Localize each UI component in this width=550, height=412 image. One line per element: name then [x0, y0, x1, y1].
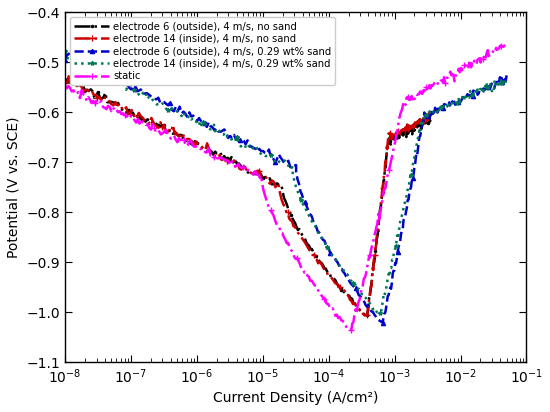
static	[76, 96, 83, 101]
electrode 14 (inside), 4 m/s, no sand	[361, 313, 368, 318]
static	[348, 327, 355, 332]
electrode 14 (inside), 4 m/s, no sand	[130, 111, 137, 116]
electrode 6 (outside), 4 m/s, no sand	[62, 77, 68, 82]
electrode 14 (inside), 4 m/s, no sand	[80, 88, 86, 93]
electrode 6 (outside), 4 m/s, no sand	[131, 113, 138, 118]
electrode 6 (outside), 4 m/s, no sand	[411, 126, 417, 131]
electrode 14 (inside), 4 m/s, no sand	[411, 122, 417, 127]
electrode 14 (inside), 4 m/s, 0.29 wt% sand	[112, 79, 118, 84]
static	[123, 113, 129, 118]
electrode 14 (inside), 4 m/s, 0.29 wt% sand	[400, 207, 406, 212]
electrode 6 (outside), 4 m/s, 0.29 wt% sand	[403, 209, 409, 214]
electrode 6 (outside), 4 m/s, no sand	[69, 77, 76, 82]
static	[503, 39, 510, 44]
electrode 6 (outside), 4 m/s, no sand	[80, 84, 87, 89]
electrode 6 (outside), 4 m/s, 0.29 wt% sand	[81, 62, 88, 67]
Line: electrode 6 (outside), 4 m/s, no sand: electrode 6 (outside), 4 m/s, no sand	[63, 77, 433, 317]
electrode 14 (inside), 4 m/s, 0.29 wt% sand	[469, 92, 476, 97]
electrode 6 (outside), 4 m/s, no sand	[427, 119, 434, 124]
electrode 14 (inside), 4 m/s, no sand	[65, 74, 72, 79]
static	[492, 49, 498, 54]
electrode 14 (inside), 4 m/s, 0.29 wt% sand	[503, 77, 510, 82]
X-axis label: Current Density (A/cm²): Current Density (A/cm²)	[213, 391, 378, 405]
electrode 14 (inside), 4 m/s, 0.29 wt% sand	[377, 310, 383, 315]
electrode 6 (outside), 4 m/s, 0.29 wt% sand	[471, 89, 477, 94]
electrode 14 (inside), 4 m/s, no sand	[427, 115, 434, 119]
electrode 6 (outside), 4 m/s, 0.29 wt% sand	[65, 51, 72, 56]
electrode 6 (outside), 4 m/s, no sand	[361, 313, 368, 318]
static	[376, 216, 383, 221]
electrode 14 (inside), 4 m/s, no sand	[111, 103, 117, 108]
electrode 6 (outside), 4 m/s, no sand	[423, 117, 430, 122]
Legend: electrode 6 (outside), 4 m/s, no sand, electrode 14 (inside), 4 m/s, no sand, el: electrode 6 (outside), 4 m/s, no sand, e…	[70, 17, 336, 85]
Y-axis label: Potential (V vs. SCE): Potential (V vs. SCE)	[7, 117, 21, 258]
static	[104, 103, 111, 108]
electrode 14 (inside), 4 m/s, 0.29 wt% sand	[494, 82, 501, 87]
electrode 14 (inside), 4 m/s, 0.29 wt% sand	[133, 89, 139, 94]
electrode 6 (outside), 4 m/s, 0.29 wt% sand	[62, 58, 68, 63]
static	[461, 63, 468, 68]
electrode 6 (outside), 4 m/s, 0.29 wt% sand	[114, 78, 121, 83]
Line: static: static	[62, 38, 509, 332]
electrode 6 (outside), 4 m/s, 0.29 wt% sand	[379, 320, 386, 325]
Line: electrode 14 (inside), 4 m/s, no sand: electrode 14 (inside), 4 m/s, no sand	[62, 73, 433, 318]
electrode 14 (inside), 4 m/s, no sand	[376, 215, 382, 220]
electrode 6 (outside), 4 m/s, 0.29 wt% sand	[495, 82, 502, 87]
Line: electrode 6 (outside), 4 m/s, 0.29 wt% sand: electrode 6 (outside), 4 m/s, 0.29 wt% s…	[63, 52, 509, 325]
electrode 14 (inside), 4 m/s, no sand	[423, 115, 430, 119]
electrode 6 (outside), 4 m/s, 0.29 wt% sand	[503, 73, 510, 78]
static	[62, 84, 68, 89]
electrode 14 (inside), 4 m/s, no sand	[62, 80, 68, 85]
electrode 6 (outside), 4 m/s, no sand	[111, 100, 118, 105]
electrode 14 (inside), 4 m/s, 0.29 wt% sand	[62, 49, 68, 54]
electrode 14 (inside), 4 m/s, 0.29 wt% sand	[79, 64, 86, 69]
electrode 6 (outside), 4 m/s, 0.29 wt% sand	[136, 88, 142, 93]
Line: electrode 14 (inside), 4 m/s, 0.29 wt% sand: electrode 14 (inside), 4 m/s, 0.29 wt% s…	[63, 49, 509, 315]
electrode 6 (outside), 4 m/s, no sand	[376, 218, 382, 223]
